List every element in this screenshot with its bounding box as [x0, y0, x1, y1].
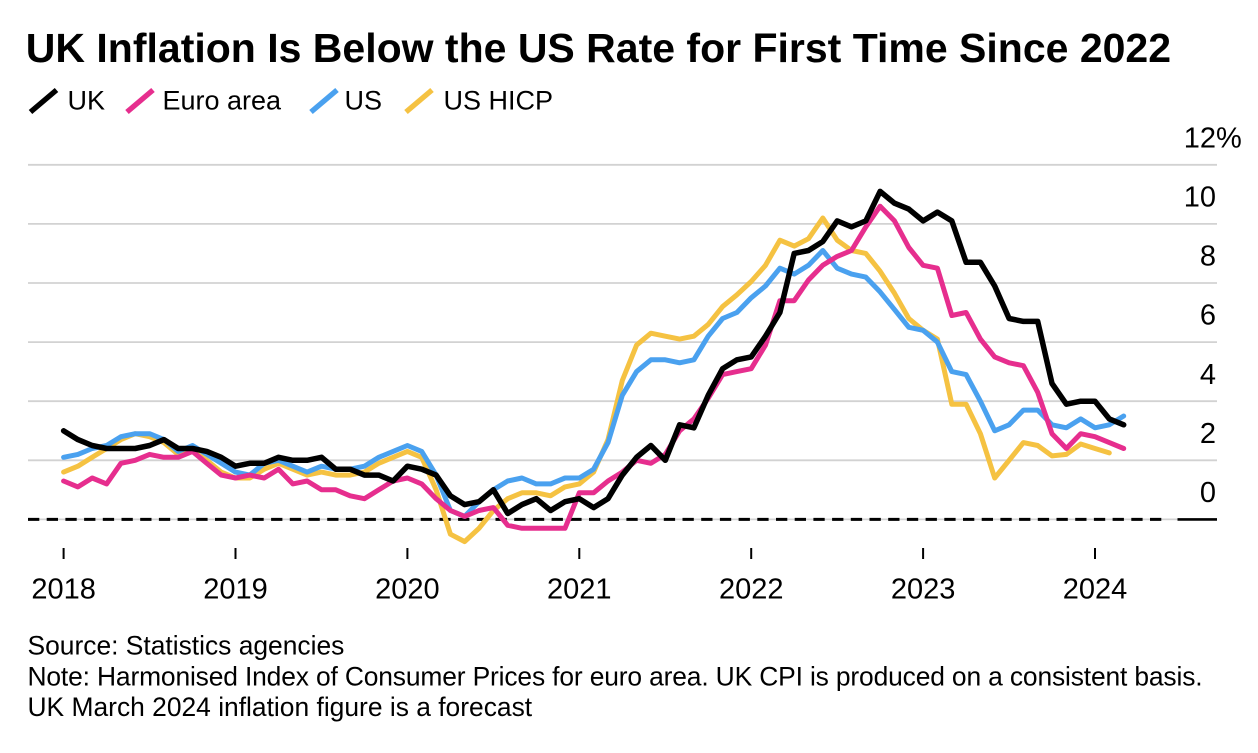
svg-text:Euro area: Euro area — [163, 86, 283, 116]
svg-text:2: 2 — [1200, 418, 1216, 450]
svg-text:Note: Harmonised Index of Cons: Note: Harmonised Index of Consumer Price… — [28, 662, 1203, 692]
svg-text:2020: 2020 — [375, 574, 440, 606]
svg-text:%: % — [1216, 122, 1242, 154]
svg-text:US HICP: US HICP — [444, 86, 554, 116]
svg-text:4: 4 — [1200, 359, 1216, 391]
svg-text:8: 8 — [1200, 241, 1216, 273]
svg-text:2019: 2019 — [203, 574, 268, 606]
svg-text:10: 10 — [1184, 182, 1216, 214]
svg-text:12: 12 — [1184, 122, 1216, 154]
svg-text:0: 0 — [1200, 477, 1216, 509]
svg-text:Source: Statistics agencies: Source: Statistics agencies — [28, 631, 345, 661]
svg-text:2023: 2023 — [891, 574, 956, 606]
svg-text:6: 6 — [1200, 300, 1216, 332]
svg-text:2021: 2021 — [547, 574, 612, 606]
svg-text:US: US — [345, 86, 383, 116]
svg-text:2024: 2024 — [1063, 574, 1128, 606]
svg-text:2018: 2018 — [31, 574, 96, 606]
svg-text:2022: 2022 — [719, 574, 784, 606]
svg-text:UK March 2024 inflation figure: UK March 2024 inflation figure is a fore… — [28, 692, 533, 722]
svg-text:UK Inflation Is Below the US R: UK Inflation Is Below the US Rate for Fi… — [26, 25, 1171, 71]
svg-text:UK: UK — [68, 86, 106, 116]
